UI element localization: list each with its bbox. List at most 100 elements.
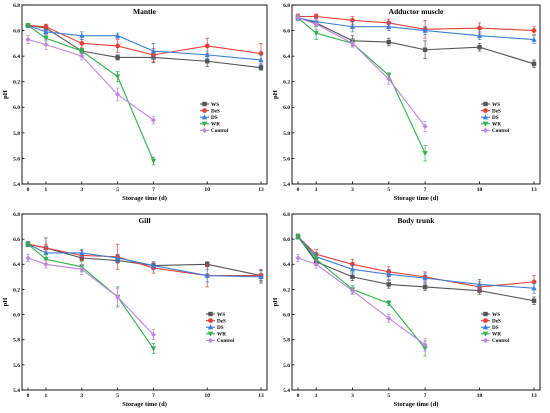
y-tick-label: 5.6 — [13, 156, 20, 162]
panel-title: Mantle — [133, 7, 157, 16]
y-tick-label: 5.4 — [13, 388, 20, 394]
legend-entry-WS: WS — [481, 311, 500, 318]
legend-swatch-marker — [483, 337, 488, 344]
data-point — [350, 274, 355, 280]
y-tick-label: 6.8 — [283, 3, 290, 9]
series-Control — [295, 14, 428, 132]
data-point — [25, 255, 31, 261]
legend-entry-DeS: DeS — [206, 318, 226, 324]
data-point — [477, 25, 482, 31]
data-point — [422, 27, 428, 33]
legend-swatch-marker — [207, 324, 214, 330]
data-point — [204, 272, 210, 278]
legend-swatch-marker — [482, 121, 489, 127]
y-tick-label: 6.0 — [13, 312, 20, 318]
legend-label: DS — [492, 115, 499, 121]
legend-entry-DS: DS — [206, 324, 224, 331]
x-axis-label: Storage time (d) — [394, 195, 439, 202]
data-point — [349, 287, 355, 294]
data-point — [115, 55, 120, 60]
panel-title: Gill — [138, 216, 150, 225]
legend-entry-WR: WR — [200, 121, 220, 128]
legend-swatch-marker — [208, 337, 213, 344]
y-tick-label: 6.2 — [283, 80, 290, 86]
legend-label: DeS — [217, 318, 226, 324]
x-tick-label: 0 — [297, 187, 300, 193]
x-tick-label: 5 — [387, 187, 390, 193]
y-tick-label: 6.6 — [283, 28, 290, 34]
data-point — [422, 47, 428, 52]
data-point — [150, 117, 156, 123]
y-tick-label: 6.0 — [13, 105, 20, 111]
data-point — [386, 315, 392, 322]
x-tick-label: 0 — [27, 187, 30, 193]
data-point — [115, 294, 121, 300]
legend-swatch-marker — [201, 114, 208, 120]
data-point — [476, 281, 483, 287]
x-tick-label: 5 — [116, 393, 119, 399]
x-tick-label: 1 — [315, 393, 318, 399]
y-tick-label: 5.6 — [283, 156, 290, 162]
x-tick-label: 0 — [297, 393, 300, 399]
legend-label: DeS — [492, 318, 501, 324]
data-point — [43, 257, 49, 263]
data-point — [531, 298, 537, 303]
data-point — [295, 234, 301, 240]
data-point — [205, 59, 210, 64]
legend-label: Control — [492, 338, 510, 344]
data-point — [79, 40, 85, 46]
y-tick-label: 6.8 — [13, 212, 20, 218]
y-tick-label: 5.4 — [283, 388, 290, 394]
legend-entry-DS: DS — [481, 324, 499, 331]
y-axis-label: pH — [2, 90, 9, 99]
x-tick-label: 13 — [531, 393, 537, 399]
data-point — [79, 48, 85, 54]
data-point — [386, 301, 392, 307]
chart-panel-0: 5.45.65.86.06.26.46.66.80 1 3 5 7 10 13MantleS… — [2, 3, 268, 202]
plot-frame — [21, 4, 268, 185]
data-point — [422, 275, 428, 281]
x-tick-label: 13 — [531, 187, 537, 193]
panel-title: Adductor muscle — [389, 7, 444, 16]
y-tick-label: 6.4 — [283, 54, 290, 60]
data-point — [531, 28, 537, 33]
data-point — [150, 48, 157, 54]
data-point — [79, 250, 85, 256]
data-point — [313, 261, 319, 267]
legend-entry-WR: WR — [481, 121, 501, 128]
legend-entry-WS: WS — [481, 101, 500, 108]
legend-swatch-marker — [202, 127, 207, 134]
legend-label: WR — [217, 332, 226, 338]
x-tick-label: 5 — [387, 393, 390, 399]
x-tick-label: 7 — [152, 187, 155, 193]
x-tick-label: 3 — [351, 393, 354, 399]
data-point — [313, 30, 319, 36]
data-point — [386, 271, 392, 277]
legend-swatch-marker — [208, 311, 213, 317]
data-point — [476, 32, 483, 38]
data-point — [295, 255, 301, 261]
x-tick-label: 1 — [45, 393, 48, 399]
data-point — [258, 57, 264, 63]
data-point — [422, 151, 428, 157]
x-tick-label: 13 — [258, 187, 264, 193]
x-tick-label: 3 — [351, 187, 354, 193]
legend-label: Control — [211, 128, 229, 134]
x-tick-label: 13 — [258, 393, 264, 399]
legend-entry-WR: WR — [481, 331, 501, 338]
data-point — [43, 261, 49, 267]
x-tick-label: 0 — [27, 393, 30, 399]
x-tick-label: 3 — [80, 187, 83, 193]
data-point — [115, 43, 121, 49]
legend-label: DS — [217, 325, 224, 331]
legend-entry-DS: DS — [481, 114, 499, 121]
chart-panel-2: 5.45.65.86.06.26.46.66.80 1 3 5 7 10 13GillSto… — [2, 212, 268, 408]
data-point — [25, 36, 31, 43]
legend-label: WS — [211, 102, 219, 108]
y-tick-label: 6.4 — [283, 262, 290, 268]
x-axis-label: Storage time (d) — [122, 401, 167, 408]
data-point — [115, 32, 121, 38]
